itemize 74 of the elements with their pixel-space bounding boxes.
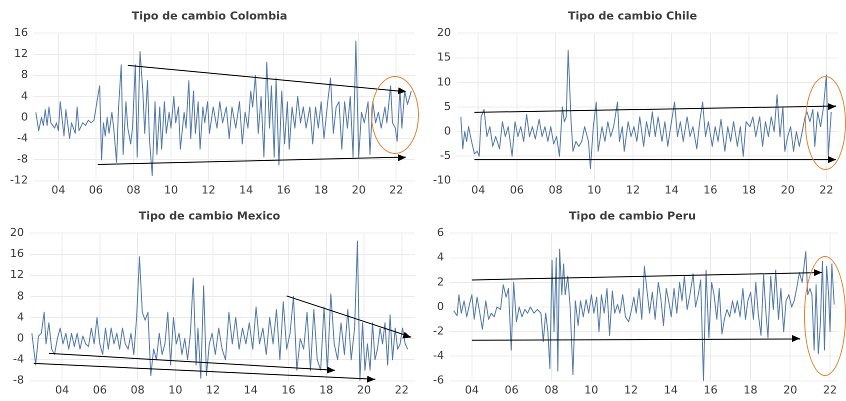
y-tick-label: 0 bbox=[444, 124, 451, 138]
x-tick-label: 14 bbox=[244, 383, 258, 396]
x-tick-label: 10 bbox=[584, 383, 598, 396]
x-tick-label: 20 bbox=[352, 183, 366, 196]
x-tick-label: 12 bbox=[206, 383, 220, 396]
chart-title: Tipo de cambio Colombia bbox=[132, 9, 288, 22]
x-tick-label: 14 bbox=[664, 383, 678, 396]
y-tick-label: -10 bbox=[433, 174, 451, 187]
y-tick-label: 12 bbox=[14, 47, 28, 60]
y-tick-label: 12 bbox=[10, 268, 24, 282]
y-tick-label: 15 bbox=[436, 50, 451, 64]
x-tick-label: 16 bbox=[276, 183, 291, 196]
y-tick-label: 6 bbox=[436, 226, 444, 240]
y-tick-label: 4 bbox=[436, 250, 444, 264]
x-tick-label: 16 bbox=[704, 383, 718, 396]
x-tick-label: 08 bbox=[544, 383, 558, 396]
x-tick-label: 12 bbox=[626, 183, 640, 196]
y-tick-label: -8 bbox=[13, 374, 24, 387]
x-tick-label: 20 bbox=[783, 383, 798, 396]
x-tick-label: 22 bbox=[823, 383, 838, 396]
y-tick-label: 10 bbox=[436, 75, 451, 88]
x-tick-label: 10 bbox=[168, 383, 182, 396]
x-tick-label: 04 bbox=[55, 383, 70, 396]
x-tick-label: 06 bbox=[504, 383, 519, 396]
x-tick-label: 06 bbox=[92, 383, 107, 396]
y-tick-label: 20 bbox=[10, 226, 24, 240]
y-tick-label: 0 bbox=[16, 331, 24, 344]
y-tick-label: -8 bbox=[17, 152, 28, 166]
y-tick-label: 0 bbox=[436, 300, 444, 313]
x-tick-label: 18 bbox=[319, 383, 334, 396]
x-tick-label: 06 bbox=[510, 183, 524, 196]
chart-title: Tipo de cambio Chile bbox=[568, 9, 698, 22]
x-tick-label: 12 bbox=[202, 183, 216, 196]
y-tick-label: -5 bbox=[440, 149, 451, 162]
x-tick-label: 14 bbox=[664, 183, 679, 196]
x-tick-label: 22 bbox=[394, 383, 409, 396]
x-tick-label: 16 bbox=[282, 383, 296, 396]
y-tick-label: 16 bbox=[14, 26, 28, 40]
x-tick-label: 18 bbox=[742, 183, 756, 196]
x-tick-label: 20 bbox=[780, 183, 795, 196]
chart-title: Tipo de cambio Mexico bbox=[138, 209, 281, 222]
x-tick-label: 04 bbox=[51, 183, 66, 196]
x-tick-label: 04 bbox=[464, 383, 479, 396]
x-tick-label: 08 bbox=[126, 183, 140, 196]
y-tick-label: -2 bbox=[433, 324, 444, 338]
y-tick-label: 8 bbox=[16, 289, 24, 302]
x-tick-label: 16 bbox=[703, 183, 718, 196]
x-tick-label: 12 bbox=[624, 383, 638, 396]
x-tick-label: 04 bbox=[471, 183, 486, 196]
x-tick-label: 14 bbox=[239, 183, 254, 196]
chart-title: Tipo de cambio Peru bbox=[569, 209, 696, 222]
x-tick-label: 08 bbox=[548, 183, 563, 196]
y-tick-label: -4 bbox=[433, 349, 444, 362]
y-tick-label: 2 bbox=[436, 275, 444, 288]
y-tick-label: 0 bbox=[20, 110, 28, 124]
x-tick-label: 18 bbox=[743, 383, 758, 396]
x-tick-label: 10 bbox=[587, 183, 602, 196]
y-tick-label: 16 bbox=[10, 247, 24, 260]
y-tick-label: 20 bbox=[436, 26, 451, 40]
y-tick-label: 8 bbox=[20, 68, 28, 82]
x-tick-label: 08 bbox=[130, 383, 145, 396]
x-tick-label: 06 bbox=[88, 183, 103, 196]
y-tick-label: -4 bbox=[13, 352, 24, 366]
y-tick-label: -6 bbox=[433, 374, 444, 387]
y-tick-label: 4 bbox=[20, 89, 28, 102]
y-tick-label: -12 bbox=[10, 174, 28, 187]
x-tick-label: 18 bbox=[314, 183, 328, 196]
x-tick-label: 22 bbox=[389, 183, 404, 196]
y-tick-label: 4 bbox=[16, 310, 24, 324]
y-tick-label: 5 bbox=[444, 100, 451, 113]
y-tick-label: -4 bbox=[17, 131, 28, 144]
x-tick-label: 10 bbox=[164, 183, 178, 196]
x-tick-label: 20 bbox=[357, 383, 372, 396]
x-tick-label: 22 bbox=[819, 183, 834, 196]
